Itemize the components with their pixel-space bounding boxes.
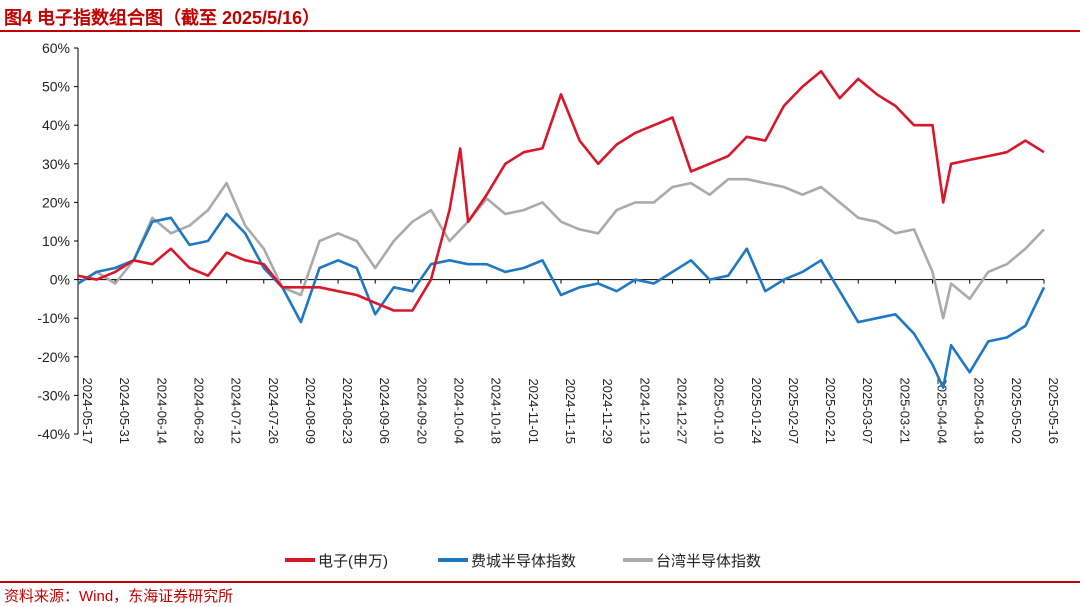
series-line-sox bbox=[77, 212, 1046, 390]
chart-legend: 电子(申万) 费城半导体指数 台湾半导体指数 bbox=[285, 553, 761, 570]
y-tick-label: 50% bbox=[42, 79, 70, 95]
x-tick-label: 2024-05-31 bbox=[117, 378, 132, 445]
y-tick-label: 10% bbox=[42, 233, 70, 249]
x-tick-label: 2025-01-24 bbox=[749, 378, 764, 445]
y-axis-ticks: 60% 50% 40% 30% 20% 10% 0% -10% -20% -30% -40% bbox=[37, 40, 78, 442]
series-line-taiwan bbox=[77, 177, 1045, 320]
x-tick-label: 2024-11-29 bbox=[600, 378, 615, 444]
y-tick-label: 0% bbox=[50, 272, 70, 288]
x-tick-label: 2024-12-27 bbox=[674, 378, 689, 445]
x-axis-ticks: 2024-05-17 2024-05-31 2024-06-14 2024-06-28… bbox=[77, 279, 1061, 445]
x-tick-label: 2024-11-15 bbox=[563, 378, 578, 444]
legend-label-taiwan: 台湾半导体指数 bbox=[656, 553, 761, 570]
x-tick-label: 2024-06-28 bbox=[191, 378, 206, 445]
y-tick-label: 40% bbox=[42, 117, 70, 133]
x-tick-label: 2024-09-06 bbox=[377, 378, 392, 445]
x-tick-label: 2024-10-18 bbox=[489, 378, 504, 445]
y-tick-label: -20% bbox=[37, 349, 70, 365]
legend-label-electronics: 电子(申万) bbox=[318, 553, 388, 570]
x-tick-label: 2025-03-21 bbox=[897, 378, 912, 445]
x-tick-label: 2025-03-07 bbox=[860, 378, 875, 445]
source-note: 资料来源：Wind，东海证券研究所 bbox=[4, 588, 234, 605]
x-tick-label: 2024-09-20 bbox=[414, 378, 429, 445]
bottom-rule bbox=[0, 581, 1080, 583]
x-tick-label: 2024-08-23 bbox=[340, 378, 355, 445]
x-tick-label: 2024-07-26 bbox=[266, 378, 281, 445]
top-rule bbox=[0, 30, 1080, 32]
x-tick-label: 2025-05-02 bbox=[1009, 377, 1024, 444]
x-tick-label: 2024-07-12 bbox=[229, 378, 244, 445]
y-tick-label: 30% bbox=[42, 156, 70, 172]
x-tick-label: 2024-12-13 bbox=[637, 378, 652, 445]
x-tick-label: 2025-04-18 bbox=[972, 377, 987, 444]
x-tick-label: 2025-04-04 bbox=[935, 378, 950, 445]
figure-header: 图4 电子指数组合图（截至 2025/5/16） bbox=[0, 0, 1080, 30]
y-tick-label: 60% bbox=[42, 40, 70, 56]
y-tick-label: -10% bbox=[37, 310, 70, 326]
x-tick-label: 2024-10-04 bbox=[452, 378, 467, 445]
x-tick-label: 2024-11-01 bbox=[526, 378, 541, 444]
y-tick-label: -40% bbox=[37, 426, 70, 442]
x-tick-label: 2025-01-10 bbox=[712, 378, 727, 445]
x-tick-label: 2025-02-07 bbox=[786, 378, 801, 445]
chart-axes bbox=[77, 48, 1044, 434]
x-tick-label: 2024-08-09 bbox=[303, 378, 318, 445]
x-tick-label: 2024-06-14 bbox=[154, 378, 169, 445]
series-line-electronics bbox=[77, 69, 1045, 312]
x-tick-label: 2025-05-16 bbox=[1046, 378, 1061, 445]
y-tick-label: 20% bbox=[42, 194, 70, 210]
line-chart: 60% 50% 40% 30% 20% 10% 0% -10% -20% -30% -40% 202… bbox=[37, 40, 1061, 570]
figure-title: 图4 电子指数组合图（截至 2025/5/16） bbox=[4, 8, 321, 28]
y-tick-label: -30% bbox=[37, 387, 70, 403]
series-lines bbox=[77, 69, 1046, 390]
legend-label-sox: 费城半导体指数 bbox=[471, 553, 576, 570]
x-tick-label: 2025-02-21 bbox=[823, 378, 838, 445]
x-tick-label: 2024-05-17 bbox=[80, 378, 95, 445]
